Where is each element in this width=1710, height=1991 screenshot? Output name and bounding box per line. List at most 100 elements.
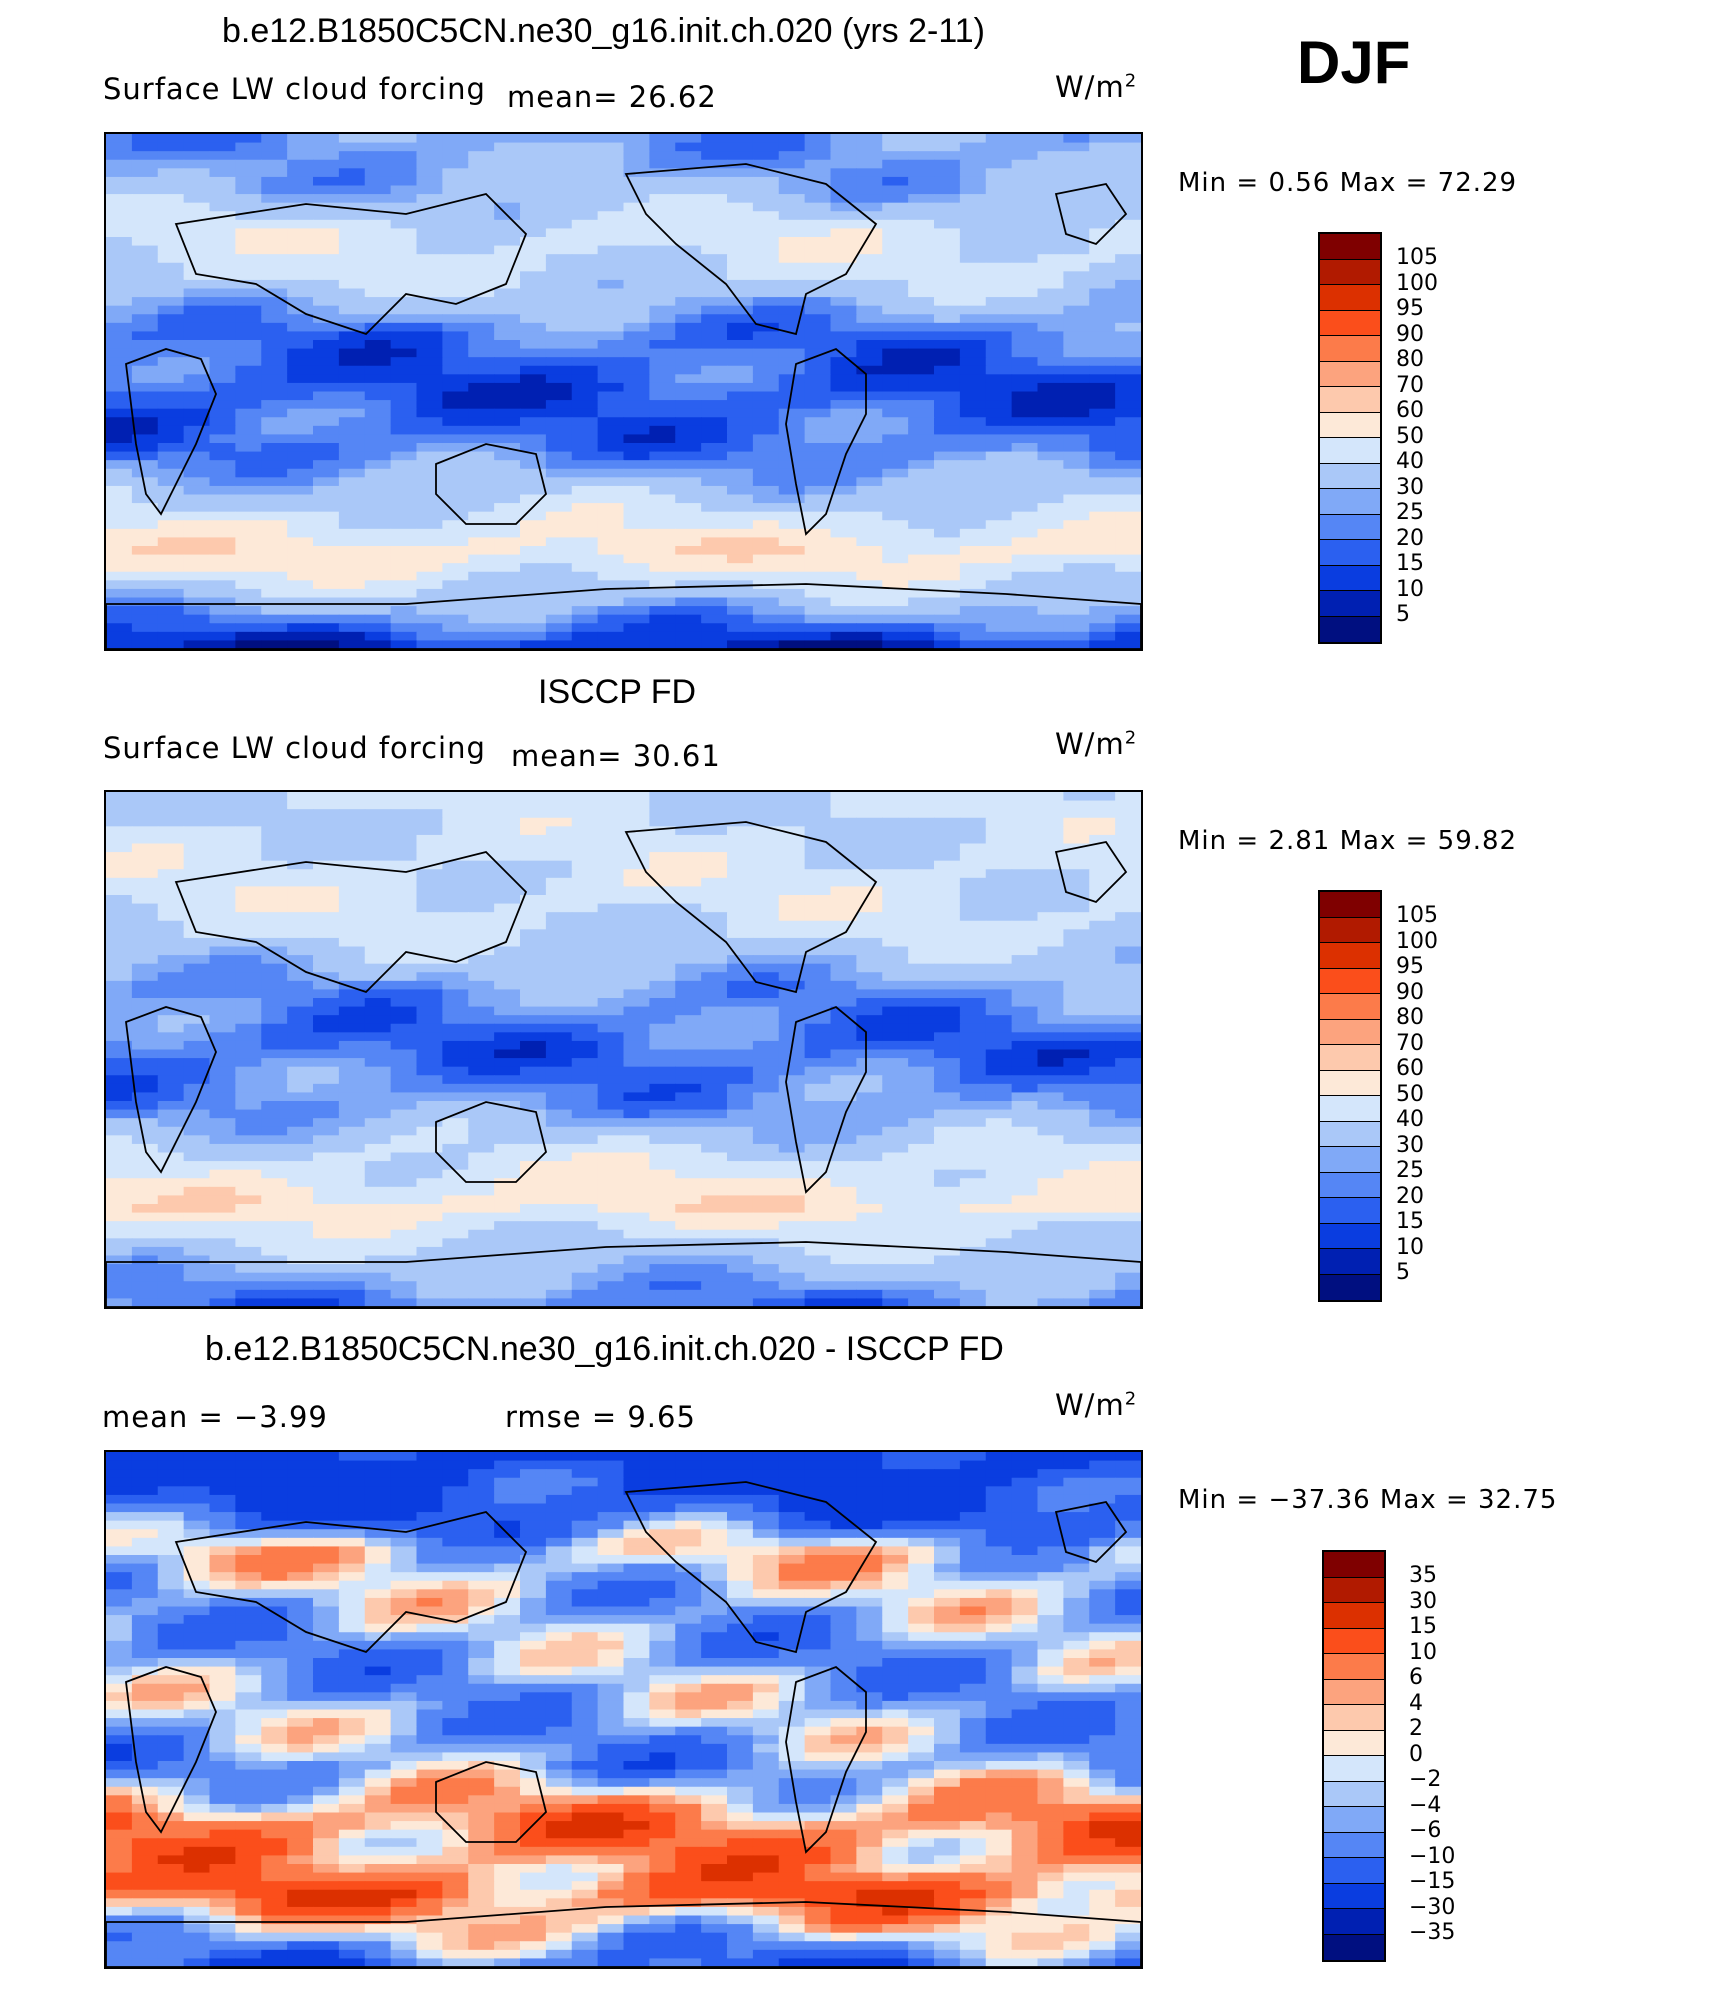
colorbar-level-label: 95	[1396, 296, 1424, 321]
field-cell	[882, 340, 909, 350]
field-cell	[934, 443, 961, 453]
field-cell	[701, 563, 728, 573]
field-cell	[856, 1152, 883, 1162]
field-cell	[1063, 211, 1090, 221]
field-cell	[959, 614, 987, 624]
field-cell	[908, 1289, 935, 1300]
field-cell	[1089, 606, 1116, 616]
field-cell	[338, 1075, 366, 1085]
field-cell	[882, 142, 909, 152]
field-cell	[520, 537, 547, 547]
field-cell	[571, 1101, 599, 1111]
field-cell	[649, 963, 676, 973]
field-cell	[390, 597, 418, 607]
field-cell	[183, 1083, 211, 1094]
field-cell	[1037, 340, 1064, 350]
field-cell	[623, 1178, 650, 1188]
field-cell	[390, 1272, 418, 1282]
field-cell	[934, 826, 961, 836]
field-cell	[390, 869, 418, 879]
field-cell	[804, 1032, 832, 1042]
field-cell	[701, 606, 728, 616]
field-cell	[1115, 485, 1141, 496]
field-cell	[494, 1066, 521, 1076]
field-cell	[468, 1246, 495, 1257]
field-cell	[571, 998, 599, 1008]
field-cell	[597, 305, 625, 315]
field-cell	[416, 1126, 443, 1136]
field-cell	[442, 912, 469, 922]
field-cell	[183, 159, 211, 169]
field-cell	[701, 176, 728, 187]
field-cell	[701, 1452, 728, 1462]
field-cell	[131, 1169, 159, 1179]
field-cell	[752, 477, 780, 487]
field-cell	[571, 254, 599, 264]
field-cell	[545, 374, 573, 384]
field-cell	[209, 1006, 236, 1016]
field-cell	[778, 886, 806, 896]
field-cell	[701, 1255, 728, 1265]
field-cell	[468, 485, 495, 496]
field-cell	[313, 1015, 340, 1025]
field-cell	[1011, 237, 1039, 247]
field-cell	[882, 929, 909, 939]
field-cell	[157, 963, 185, 973]
field-cell	[261, 614, 288, 624]
field-cell	[778, 1101, 806, 1111]
field-cell	[830, 434, 857, 444]
field-cell	[261, 1118, 288, 1128]
field-cell	[494, 1023, 521, 1033]
field-cell	[442, 895, 469, 905]
field-cell	[106, 614, 133, 624]
field-cell	[520, 176, 547, 187]
field-cell	[597, 176, 625, 187]
field-cell	[545, 254, 573, 264]
field-cell	[364, 912, 392, 922]
field-cell	[804, 588, 832, 599]
field-cell	[985, 314, 1013, 324]
field-cell	[623, 1246, 650, 1257]
field-cell	[416, 176, 443, 187]
field-cell	[209, 528, 236, 539]
field-cell	[131, 400, 159, 410]
field-cell	[235, 631, 262, 642]
field-cell	[597, 477, 625, 487]
field-cell	[416, 340, 443, 350]
field-cell	[1063, 382, 1090, 393]
field-cell	[597, 1289, 625, 1300]
field-cell	[416, 1118, 443, 1128]
field-cell	[520, 1289, 547, 1300]
field-cell	[623, 920, 650, 930]
field-cell	[934, 1289, 961, 1300]
field-cell	[390, 1040, 418, 1051]
field-cell	[571, 1152, 599, 1162]
panel3-rmse-label: rmse = 9.65	[505, 1400, 696, 1434]
field-cell	[287, 1289, 314, 1300]
field-cell	[235, 886, 262, 896]
field-cell	[1063, 1289, 1090, 1300]
field-cell	[778, 1212, 806, 1222]
field-cell	[675, 588, 702, 599]
field-cell	[131, 520, 159, 530]
field-cell	[1063, 1040, 1090, 1051]
field-cell	[675, 245, 702, 255]
field-cell	[287, 955, 314, 965]
field-cell	[545, 895, 573, 905]
field-cell	[106, 912, 133, 922]
field-cell	[209, 460, 236, 470]
field-cell	[416, 1075, 443, 1085]
field-cell	[520, 237, 547, 247]
field-cell	[778, 640, 806, 649]
field-cell	[494, 297, 521, 307]
field-cell	[468, 920, 495, 930]
field-cell	[313, 468, 340, 478]
field-cell	[959, 288, 987, 298]
field-cell	[157, 400, 185, 410]
field-cell	[545, 1204, 573, 1214]
field-cell	[856, 826, 883, 836]
field-cell	[235, 1152, 262, 1162]
field-cell	[856, 834, 883, 845]
field-cell	[1063, 417, 1090, 427]
colorbar-level-label: 105	[1396, 245, 1438, 270]
